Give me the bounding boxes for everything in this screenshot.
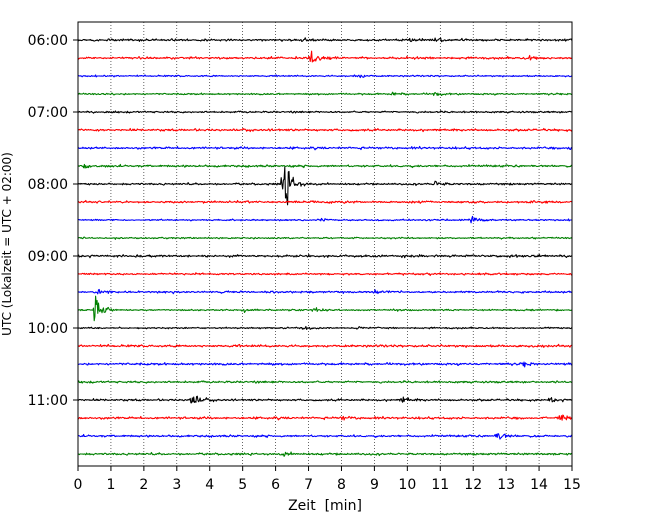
trace-line [77,166,573,206]
trace-line [78,127,573,133]
trace-line [77,414,573,421]
trace-line [77,199,573,204]
trace-line [77,236,573,240]
y-tick-label: 08:00 [28,177,68,193]
x-tick-label: 11 [431,477,449,493]
trace-line [77,451,573,457]
y-tick-label: 11:00 [28,393,68,409]
trace-line [77,433,573,440]
trace-line [78,110,573,114]
x-tick-label: 6 [271,477,280,493]
x-tick-label: 8 [337,477,346,493]
plot-frame [77,21,573,467]
y-tick-label: 06:00 [28,33,68,49]
trace-line [77,288,572,295]
grid-lines [110,22,540,466]
trace-line [77,253,573,259]
trace-line [77,380,573,384]
trace-line [77,395,573,404]
trace-line [77,295,573,322]
trace-line [77,215,573,224]
x-tick-label: 1 [106,477,115,493]
y-tick-label: 07:00 [28,105,68,121]
trace-line [77,361,573,368]
trace-line [77,272,573,277]
y-tick-label: 09:00 [28,249,68,265]
x-axis-title: Zeit [min] [288,498,362,514]
trace-line [77,163,573,169]
trace-line [77,37,573,43]
x-tick-label: 4 [205,477,214,493]
x-tick-label: 10 [398,477,416,493]
y-tick-label: 10:00 [28,321,68,337]
x-ticks: 0 1 2 3 4 5 6 7 8 9 10 11 12 13 14 15 [74,466,581,493]
trace-line [77,91,573,97]
trace-line [77,145,573,151]
x-tick-label: 15 [563,477,581,493]
x-tick-label: 9 [370,477,379,493]
trace-line [77,343,573,348]
traces [77,37,573,457]
x-tick-label: 3 [172,477,181,493]
x-tick-label: 5 [238,477,247,493]
x-tick-label: 0 [74,477,83,493]
x-tick-label: 2 [139,477,148,493]
y-ticks: 06:00 07:00 08:00 09:00 10:00 11:00 [28,33,78,409]
x-tick-label: 12 [464,477,482,493]
x-tick-label: 14 [530,477,548,493]
y-axis-title: UTC (Lokalzeit = UTC + 02:00) [0,152,14,336]
trace-line [77,325,573,331]
trace-line [77,74,572,79]
x-tick-label: 7 [304,477,313,493]
x-tick-label: 13 [497,477,515,493]
trace-line [77,50,573,63]
